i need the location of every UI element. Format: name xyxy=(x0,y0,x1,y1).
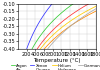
German dioxide xyxy=(76,21,77,22)
Line: Helium: Helium xyxy=(18,6,96,70)
Line: German dioxide: German dioxide xyxy=(18,9,96,70)
Air xyxy=(70,26,71,27)
Air xyxy=(63,30,65,31)
Air xyxy=(95,11,97,12)
Line: Argon: Argon xyxy=(18,0,96,70)
Air xyxy=(76,21,77,22)
Hydrogen xyxy=(76,66,77,67)
Helium xyxy=(76,16,77,17)
Helium xyxy=(70,21,71,22)
Xenon xyxy=(53,2,54,3)
Air xyxy=(31,66,32,67)
Air xyxy=(53,39,54,40)
German dioxide xyxy=(53,42,54,43)
Air xyxy=(38,56,39,57)
Line: Hydrogen: Hydrogen xyxy=(18,56,96,70)
Helium xyxy=(31,61,32,62)
Helium xyxy=(53,34,54,35)
Oxygen xyxy=(53,29,54,30)
German dioxide xyxy=(70,26,71,27)
German dioxide xyxy=(95,8,97,9)
German dioxide xyxy=(38,62,39,63)
Xenon xyxy=(38,24,39,25)
Line: Oxygen: Oxygen xyxy=(18,0,96,70)
Legend: Argon, Air, Xenon, Oxygen, Helium, Hydrogen, German dioxide: Argon, Air, Xenon, Oxygen, Helium, Hydro… xyxy=(11,64,100,70)
German dioxide xyxy=(63,31,65,32)
Oxygen xyxy=(70,15,71,16)
Helium xyxy=(63,25,65,26)
Line: Air: Air xyxy=(18,11,96,70)
Xenon xyxy=(31,36,32,37)
Argon xyxy=(53,20,54,21)
X-axis label: Temperature (°C): Temperature (°C) xyxy=(33,58,81,63)
Y-axis label: Viscosity force: Viscosity force xyxy=(0,6,1,46)
Argon xyxy=(76,1,77,2)
Oxygen xyxy=(38,47,39,48)
Helium xyxy=(95,6,97,7)
Oxygen xyxy=(31,57,32,58)
Argon xyxy=(63,10,65,11)
Oxygen xyxy=(63,20,65,21)
Line: Xenon: Xenon xyxy=(18,0,96,70)
Argon xyxy=(31,49,32,50)
